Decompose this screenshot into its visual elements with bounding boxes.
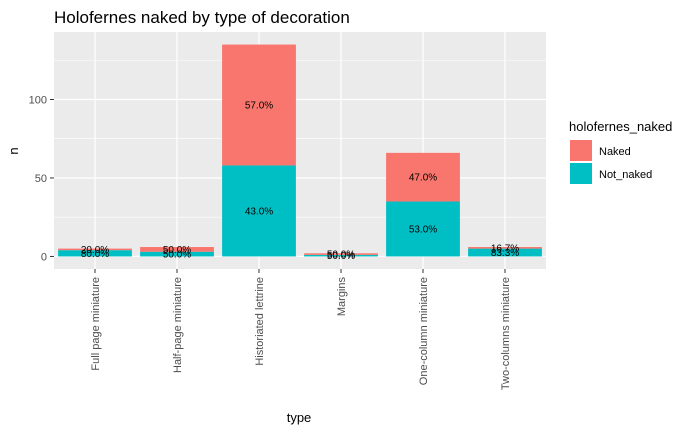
bar-data-label: 50.0% bbox=[327, 251, 355, 262]
x-tick-label: Half-page miniature bbox=[172, 277, 184, 373]
y-tick-label: 100 bbox=[29, 94, 47, 106]
x-tick-label: One-column miniature bbox=[418, 277, 430, 385]
y-tick-label: 50 bbox=[35, 173, 47, 185]
y-axis: 0 50 100 bbox=[29, 94, 54, 263]
legend-key-naked bbox=[570, 140, 592, 161]
bar-data-label: 57.0% bbox=[245, 100, 273, 111]
legend-key-not-naked bbox=[570, 163, 592, 184]
x-tick-label: Margins bbox=[336, 277, 348, 317]
bar-data-label: 16.7% bbox=[491, 243, 519, 254]
bar-data-label: 20.0% bbox=[81, 245, 109, 256]
legend-label: Not_naked bbox=[599, 169, 652, 181]
gridlines bbox=[54, 32, 546, 269]
bar-naked bbox=[386, 152, 460, 202]
bar-not-naked bbox=[140, 251, 214, 257]
bar-data-label: 80.0% bbox=[81, 249, 109, 260]
bar-data-label: 47.0% bbox=[409, 173, 437, 184]
bar-naked bbox=[222, 44, 296, 166]
legend-title: holofernes_naked bbox=[569, 119, 672, 134]
bars bbox=[58, 44, 542, 257]
x-tick-label: Historiated lettrine bbox=[254, 277, 266, 366]
bar-not-naked bbox=[386, 201, 460, 257]
legend: holofernes_naked Naked Not_naked bbox=[569, 119, 672, 184]
bar-data-label: 50.0% bbox=[163, 245, 191, 256]
bar-not-naked bbox=[468, 248, 542, 257]
x-axis: Full page miniature Half-page miniature Hi… bbox=[90, 269, 512, 390]
bar-data-label: 83.3% bbox=[491, 248, 519, 259]
x-tick-label: Two-columns miniature bbox=[500, 277, 512, 390]
y-tick-label: 0 bbox=[41, 251, 47, 263]
bar-naked bbox=[58, 248, 132, 251]
bar-naked bbox=[140, 247, 214, 252]
bar-not-naked bbox=[304, 254, 378, 257]
bar-data-label: 50.0% bbox=[327, 250, 355, 261]
x-tick-label: Full page miniature bbox=[90, 277, 102, 371]
bar-not-naked bbox=[222, 165, 296, 257]
plot-panel bbox=[54, 32, 546, 269]
y-axis-title: n bbox=[6, 147, 21, 154]
legend-label: Naked bbox=[599, 146, 631, 158]
bar-naked bbox=[304, 253, 378, 255]
bar-naked bbox=[468, 247, 542, 249]
bar-labels: 80.0%20.0% 50.0%50.0%43.0%57.0%50.0%50.0%… bbox=[81, 100, 519, 262]
bar-data-label: 50.0% bbox=[163, 250, 191, 261]
bar-data-label: 43.0% bbox=[245, 206, 273, 217]
x-axis-title: type bbox=[287, 410, 312, 425]
chart-title: Holofernes naked by type of decoration bbox=[54, 8, 350, 27]
bar-data-label: 53.0% bbox=[409, 224, 437, 235]
bar-not-naked bbox=[58, 250, 132, 257]
